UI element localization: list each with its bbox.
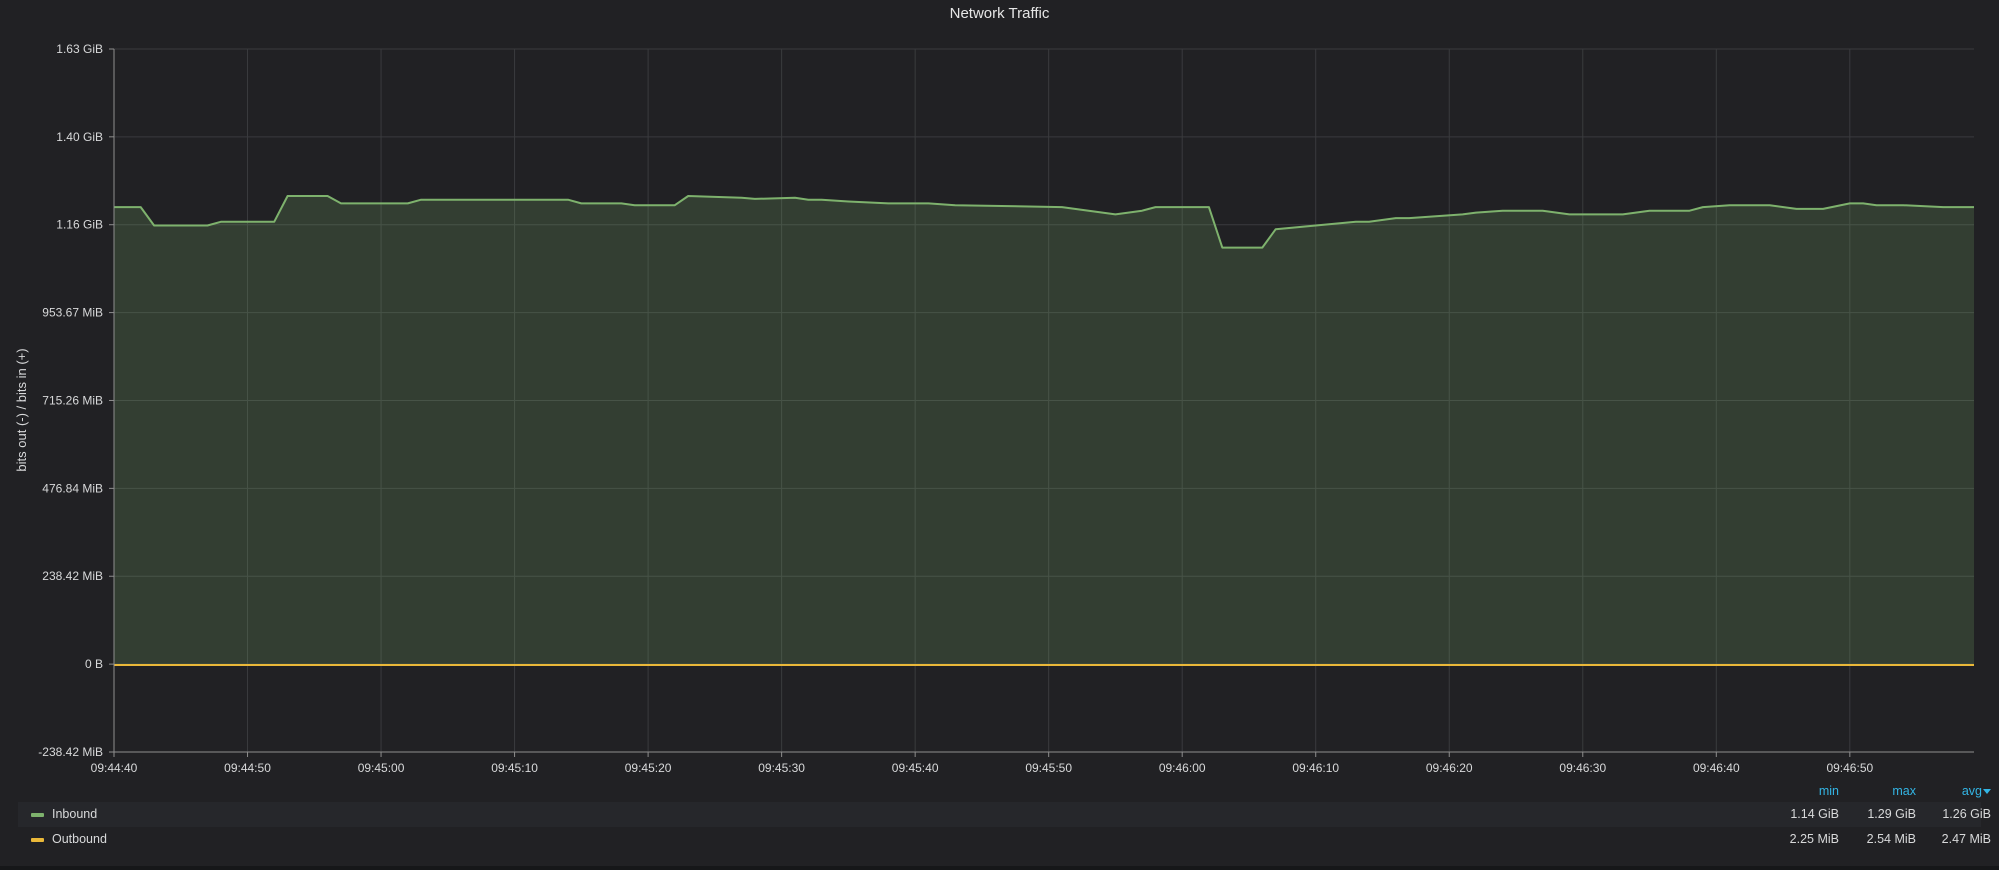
x-tick-label: 09:45:50 <box>1025 761 1072 775</box>
x-tick-label: 09:45:00 <box>358 761 405 775</box>
legend-series-name[interactable]: Inbound <box>52 807 98 821</box>
legend-sort-min[interactable]: min <box>1818 784 1839 798</box>
legend-value-min: 2.25 MiB <box>1789 832 1839 846</box>
series <box>114 195 1974 666</box>
legend-sort-max[interactable]: max <box>1892 784 1916 798</box>
legend-sort-avg-label: avg <box>1961 784 1982 798</box>
y-tick-label: 953.67 MiB <box>42 306 103 320</box>
x-tick-label: 09:45:10 <box>491 761 538 775</box>
series-color-swatch-outbound[interactable] <box>31 838 44 842</box>
legend-row-outbound[interactable]: Outbound 2.25 MiB 2.54 MiB 2.47 MiB <box>18 827 1991 852</box>
legend-header: min max avg <box>18 782 1991 802</box>
x-tick-label: 09:46:40 <box>1693 761 1740 775</box>
x-tick-label: 09:46:50 <box>1826 761 1873 775</box>
series-line-inbound[interactable] <box>114 195 1974 249</box>
caret-down-icon <box>1983 789 1991 795</box>
y-tick-label: 476.84 MiB <box>42 481 103 495</box>
y-tick-label: 715.26 MiB <box>42 393 103 407</box>
panel-title[interactable]: Network Traffic <box>949 5 1050 22</box>
y-tick-label: 1.63 GiB <box>56 42 103 56</box>
legend-sort-avg[interactable]: avg <box>1911 784 1991 798</box>
x-tick-label: 09:45:20 <box>625 761 672 775</box>
x-tick-label: 09:46:20 <box>1426 761 1473 775</box>
legend: min max avg Inbound 1.14 GiB 1.29 GiB 1.… <box>18 782 1991 852</box>
y-tick-label: -238.42 MiB <box>38 745 103 759</box>
y-tick-label: 0 B <box>85 657 103 671</box>
y-tick-label: 1.40 GiB <box>56 130 103 144</box>
x-tick-label: 09:44:40 <box>91 761 138 775</box>
y-tick-label: 238.42 MiB <box>42 569 103 583</box>
network-traffic-chart[interactable]: -238.42 MiB 0 B 238.42 MiB 476.84 MiB 715.26… <box>0 0 1999 780</box>
x-tick-label: 09:44:50 <box>224 761 271 775</box>
x-tick-label: 09:46:00 <box>1159 761 1206 775</box>
x-tick-label: 09:45:30 <box>758 761 805 775</box>
x-tick-label: 09:45:40 <box>892 761 939 775</box>
legend-value-min: 1.14 GiB <box>1790 807 1839 821</box>
legend-value-max: 1.29 GiB <box>1867 807 1916 821</box>
x-tick-label: 09:46:10 <box>1292 761 1339 775</box>
legend-value-avg: 1.26 GiB <box>1942 807 1991 821</box>
series-area-inbound <box>114 196 1974 665</box>
legend-value-avg: 2.47 MiB <box>1941 832 1991 846</box>
legend-series-name[interactable]: Outbound <box>52 832 107 846</box>
y-tick-label: 1.16 GiB <box>56 218 103 232</box>
legend-value-max: 2.54 MiB <box>1866 832 1916 846</box>
series-color-swatch-inbound[interactable] <box>31 813 44 817</box>
y-axis-label: bits out (-) / bits in (+) <box>14 348 29 471</box>
axes: -238.42 MiB 0 B 238.42 MiB 476.84 MiB 715.26… <box>38 42 1974 775</box>
x-tick-label: 09:46:30 <box>1559 761 1606 775</box>
legend-row-inbound[interactable]: Inbound 1.14 GiB 1.29 GiB 1.26 GiB <box>18 802 1991 827</box>
